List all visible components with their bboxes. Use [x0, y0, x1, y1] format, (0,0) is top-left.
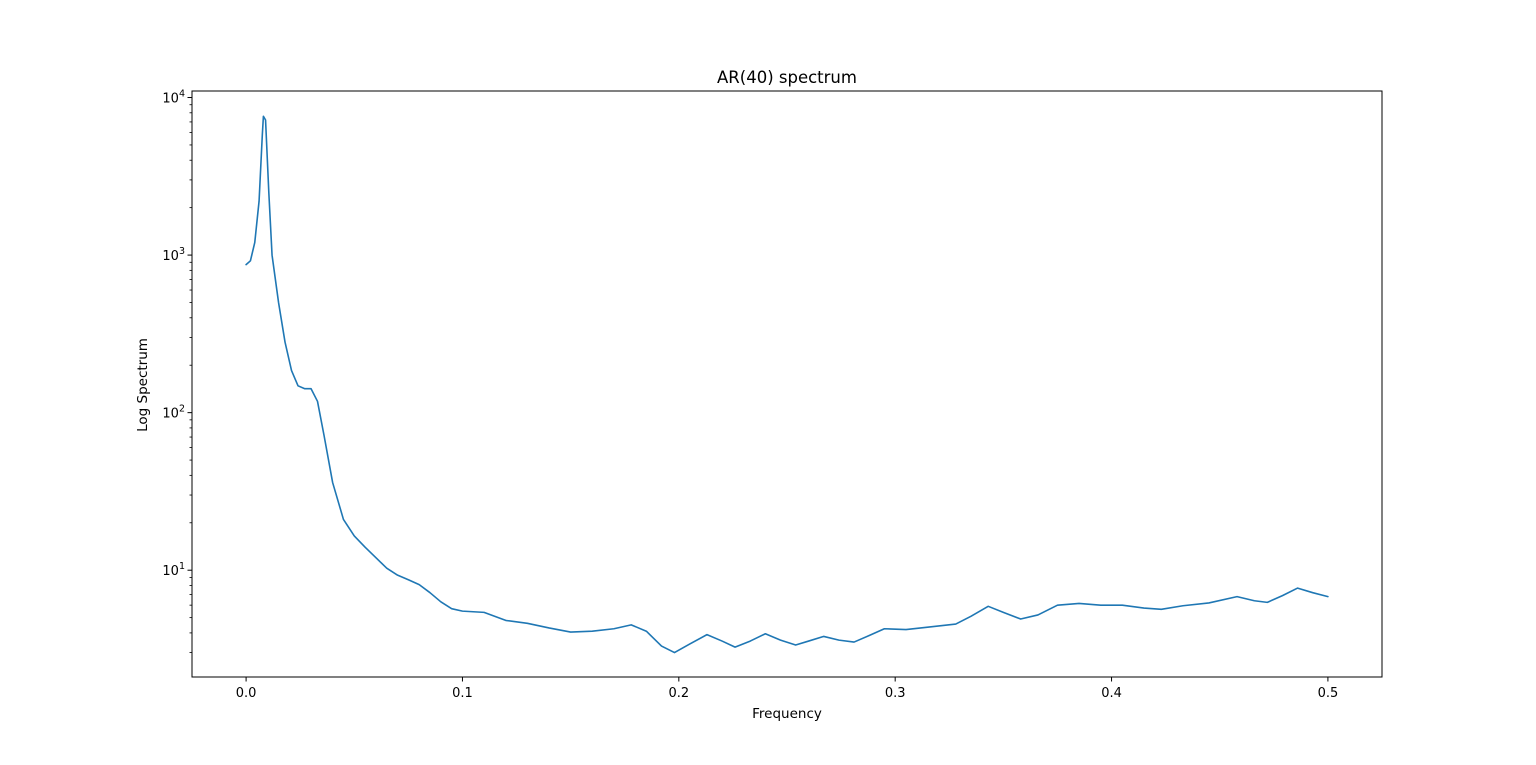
y-tick-label-exponent: 1 — [179, 561, 185, 572]
x-tick-label: 0.1 — [452, 686, 473, 701]
y-tick-label: 101 — [162, 561, 185, 579]
y-tick-label-base: 10 — [162, 407, 179, 422]
y-tick-label: 104 — [162, 89, 185, 107]
series-line-0 — [245, 115, 1329, 654]
y-tick-label: 102 — [162, 404, 185, 422]
axes-frame — [191, 90, 1383, 678]
chart-title: AR(40) spectrum — [717, 68, 857, 87]
y-tick-label-base: 10 — [162, 92, 179, 107]
y-tick-label-exponent: 3 — [179, 246, 185, 257]
y-tick-label: 103 — [162, 246, 185, 264]
x-tick-label: 0.3 — [885, 686, 906, 701]
y-tick-label-exponent: 4 — [179, 89, 185, 100]
x-axis-label: Frequency — [752, 706, 822, 722]
y-tick-label-base: 10 — [162, 564, 179, 579]
x-tick-label: 0.4 — [1101, 686, 1122, 701]
y-tick-label-base: 10 — [162, 249, 179, 264]
x-tick-label: 0.2 — [668, 686, 689, 701]
y-axis-label: Log Spectrum — [135, 338, 151, 432]
y-tick-label-exponent: 2 — [179, 404, 185, 415]
x-tick-label: 0.5 — [1318, 686, 1339, 701]
x-tick-label: 0.0 — [236, 686, 257, 701]
